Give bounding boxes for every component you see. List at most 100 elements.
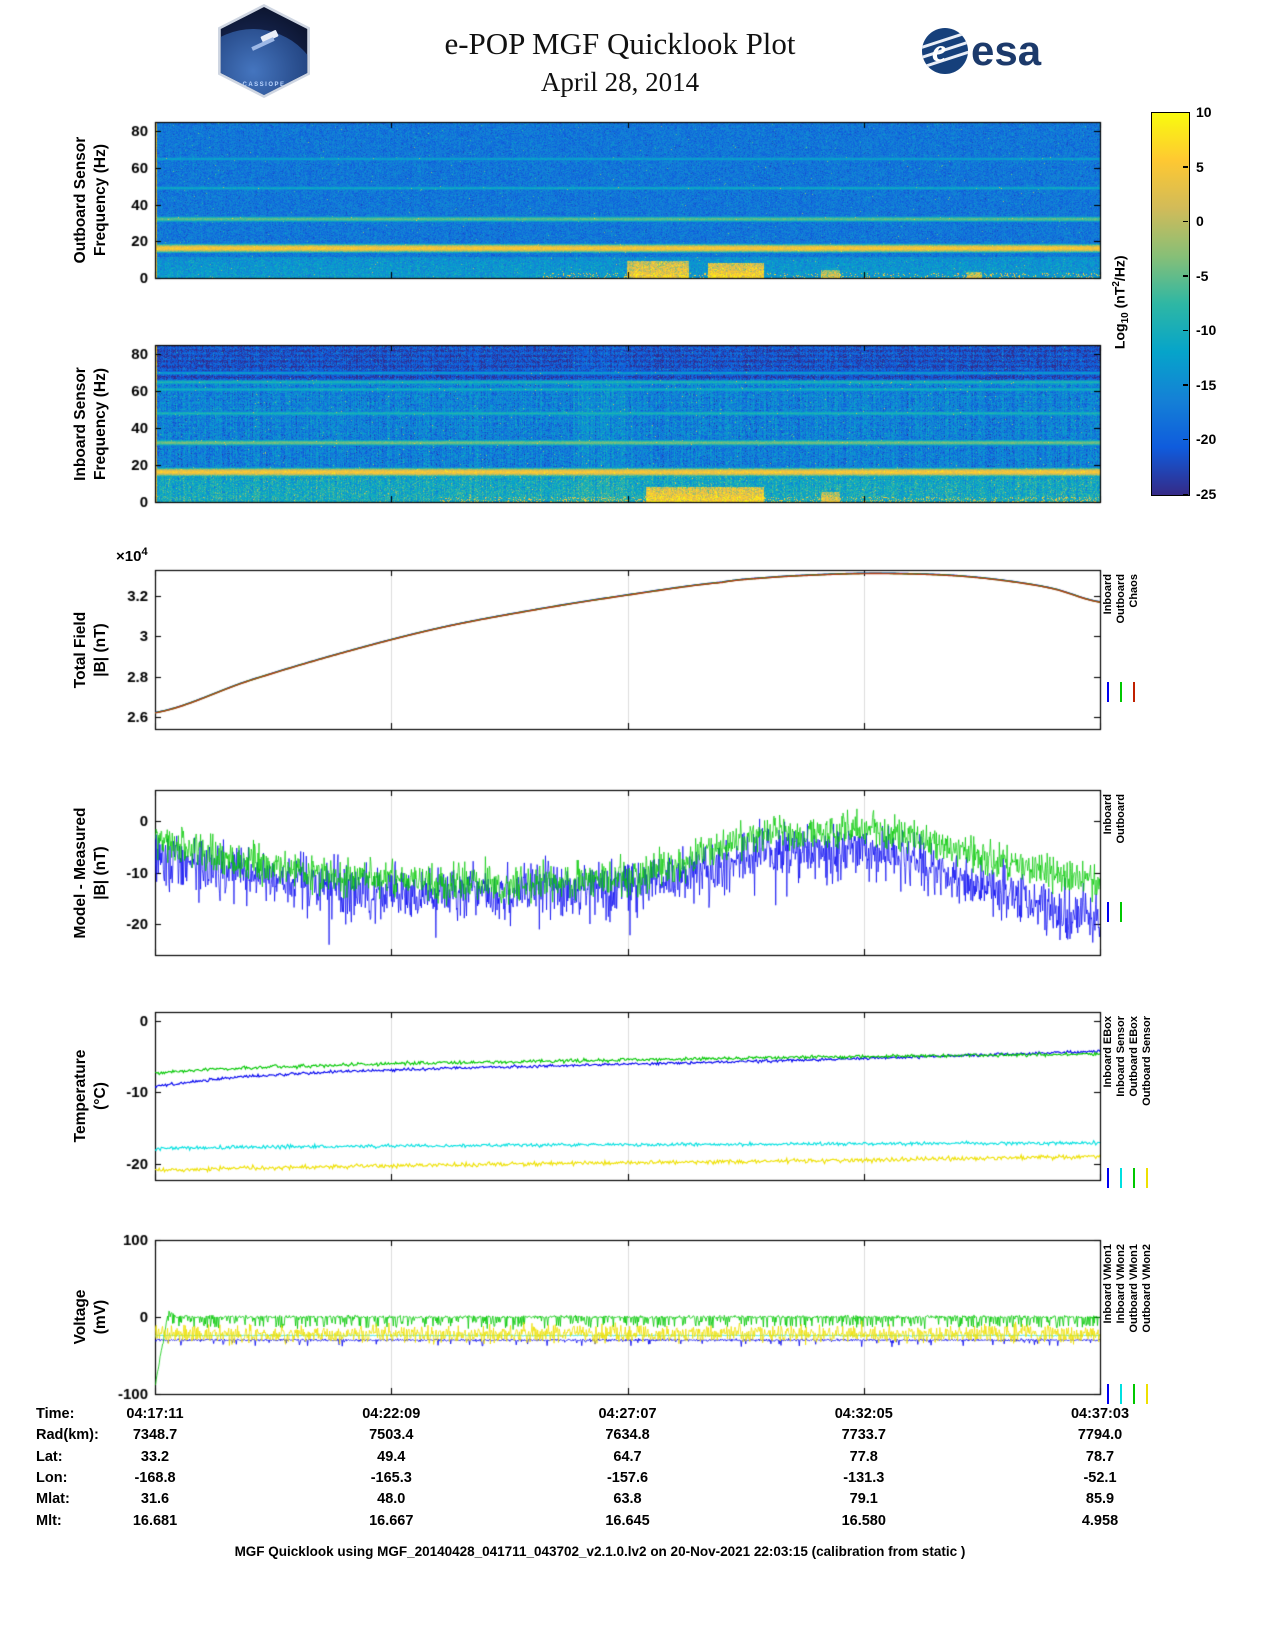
colorbar-tick-mark: [1183, 438, 1188, 441]
page-title: e-POP MGF Quicklook Plot: [444, 26, 796, 61]
legend-label: Inboard EBox: [1102, 1016, 1114, 1088]
table-row-label: Time:: [36, 1406, 75, 1422]
legend-color-dash: [1120, 1168, 1122, 1188]
table-row-label: Lat:: [36, 1448, 63, 1465]
table-cell: 16.667: [369, 1512, 414, 1529]
model-minus-measured-canvas: [110, 782, 1110, 963]
legend-label: Outboard Sensor: [1141, 1016, 1153, 1106]
cassiope-mission-logo: CASSIOPE: [218, 4, 310, 98]
table-cell: 04:32:05: [834, 1406, 893, 1422]
table-cell: 7794.0: [1077, 1427, 1123, 1444]
table-cell: -157.6: [606, 1469, 649, 1486]
legend-color-dash: [1120, 902, 1122, 922]
table-cell: 63.8: [613, 1491, 642, 1508]
legend-entry: Outboard: [1115, 794, 1127, 922]
table-cell: 7348.7: [132, 1427, 178, 1444]
legend-label: Outboard: [1115, 574, 1127, 624]
table-row-label: Lon:: [36, 1469, 68, 1486]
table-cell: 7503.4: [369, 1427, 414, 1444]
colorbar-tick-label: 5: [1196, 158, 1204, 175]
colorbar-tick-label: -15: [1196, 376, 1217, 393]
table-cell: 85.9: [1085, 1491, 1115, 1508]
legend-entry: Inboard EBox: [1102, 1016, 1114, 1188]
page-subtitle: April 28, 2014: [540, 67, 700, 97]
inboard-spectrogram-ylabel: Inboard Sensor Frequency (Hz): [72, 366, 110, 481]
colorbar-tick-label: -5: [1196, 267, 1209, 284]
colorbar-tick-label: 0: [1196, 213, 1204, 230]
legend-color-dash: [1107, 1384, 1109, 1404]
colorbar-tick-mark: [1183, 166, 1188, 168]
total-field-ylabel: Total Field |B| (nT): [72, 611, 110, 688]
colorbar-tick-label: 10: [1196, 104, 1212, 120]
table-cell: 48.0: [377, 1491, 406, 1508]
esa-logo: e esa: [922, 28, 1041, 74]
legend-color-dash: [1146, 1168, 1148, 1188]
voltage-canvas: [110, 1232, 1110, 1402]
legend-entry: Inboard VMon1: [1102, 1244, 1114, 1404]
legend-entry: Outboard: [1115, 574, 1127, 702]
temperature-canvas: [110, 1004, 1110, 1188]
table-row-label: Rad(km):: [36, 1427, 99, 1444]
table-cell: 04:22:09: [362, 1406, 421, 1422]
colorbar-tick-label: -10: [1196, 322, 1217, 339]
colorbar-tick-mark: [1183, 384, 1188, 386]
footer-note: MGF Quicklook using MGF_20140428_041711_…: [234, 1544, 966, 1559]
legend-label: Outboard VMon1: [1128, 1244, 1140, 1333]
legend-entry: Outboard Sensor: [1141, 1016, 1153, 1188]
legend-entry: Inboard: [1102, 794, 1114, 922]
legend-entry: Outboard EBox: [1128, 1016, 1140, 1188]
table-cell: 49.4: [377, 1448, 406, 1465]
legend-label: Inboard VMon1: [1102, 1244, 1114, 1324]
voltage-legend: Inboard VMon1 Inboard VMon2 Outboard VMon1…: [1102, 1244, 1153, 1404]
legend-entry: Inboard Sensor: [1115, 1016, 1127, 1188]
legend-color-dash: [1107, 1168, 1109, 1188]
legend-color-dash: [1133, 682, 1135, 702]
colorbar-tick-mark: [1183, 329, 1188, 332]
table-cell: 4.958: [1081, 1512, 1119, 1529]
esa-wordmark: esa: [971, 27, 1042, 74]
table-cell: -52.1: [1083, 1469, 1117, 1486]
temperature-legend: Inboard EBox Inboard Sensor Outboard EBox O…: [1102, 1016, 1153, 1188]
model-minus-measured-legend: Inboard Outboard: [1102, 794, 1127, 922]
legend-label: Chaos: [1128, 574, 1140, 608]
legend-entry: Inboard: [1102, 574, 1114, 702]
colorbar-tick-mark: [1183, 220, 1188, 223]
legend-entry: Chaos: [1128, 574, 1140, 702]
table-cell: 04:17:11: [126, 1406, 184, 1422]
table-cell: 7634.8: [605, 1427, 650, 1444]
colorbar-gradient: [1151, 112, 1190, 496]
legend-color-dash: [1107, 902, 1109, 922]
table-cell: 78.7: [1085, 1448, 1115, 1465]
colorbar-tick-label: -20: [1196, 431, 1217, 448]
table-cell: 31.6: [140, 1491, 170, 1508]
cassiope-label: CASSIOPE: [242, 82, 286, 88]
total-field-legend: Inboard Outboard Chaos: [1102, 574, 1140, 702]
legend-color-dash: [1107, 682, 1109, 702]
table-cell: 7733.7: [841, 1427, 886, 1444]
table-cell: -131.3: [843, 1469, 885, 1486]
table-cell: 33.2: [140, 1448, 170, 1465]
colorbar-tick-mark: [1183, 493, 1188, 495]
model-minus-measured-ylabel: Model - Measured |B| (nT): [72, 807, 110, 938]
table-row-label: Mlat:: [36, 1491, 70, 1508]
legend-label: Outboard EBox: [1128, 1016, 1140, 1097]
esa-globe-icon: e: [922, 28, 968, 74]
legend-label: Inboard: [1102, 574, 1114, 615]
legend-color-dash: [1120, 1384, 1122, 1404]
legend-entry: Outboard VMon2: [1141, 1244, 1153, 1404]
y-axis-exponent-label: ×104: [116, 546, 148, 565]
table-cell: 77.8: [849, 1448, 878, 1465]
table-cell: 16.645: [605, 1512, 650, 1529]
table-cell: -165.3: [370, 1469, 412, 1486]
legend-label: Outboard VMon2: [1141, 1244, 1153, 1333]
outboard-spectrogram-canvas: [110, 114, 1110, 286]
legend-label: Outboard: [1115, 794, 1127, 844]
esa-e-glyph: e: [932, 32, 947, 68]
table-cell: 16.681: [132, 1512, 178, 1529]
legend-label: Inboard VMon2: [1115, 1244, 1127, 1324]
legend-color-dash: [1133, 1384, 1135, 1404]
total-field-canvas: [110, 562, 1110, 737]
colorbar-label: Log10 (nT2/Hz): [1110, 255, 1132, 350]
inboard-spectrogram-canvas: [110, 337, 1110, 510]
